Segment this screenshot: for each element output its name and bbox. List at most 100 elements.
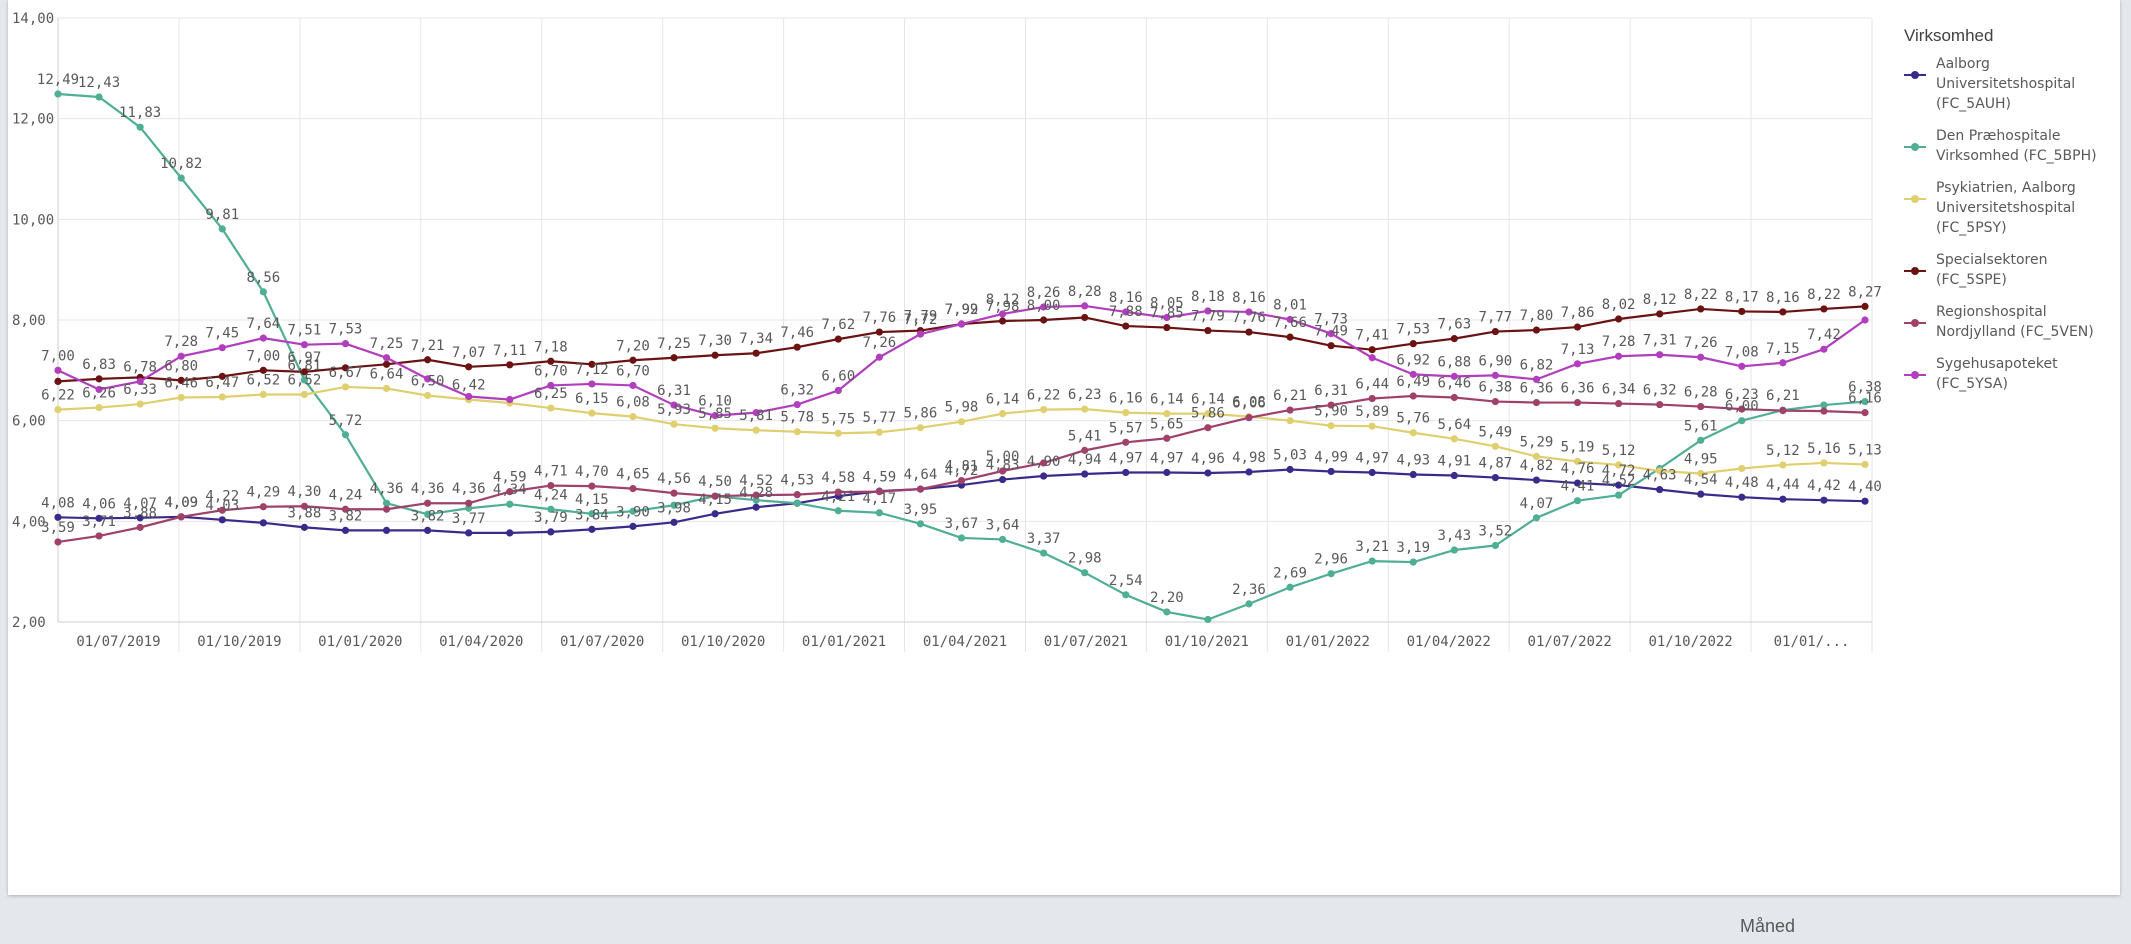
data-point[interactable] (793, 428, 801, 436)
data-point[interactable] (711, 424, 719, 432)
data-point[interactable] (424, 499, 432, 507)
data-point[interactable] (1491, 327, 1499, 336)
data-point[interactable] (1697, 353, 1705, 361)
data-point[interactable] (1697, 436, 1705, 444)
data-point[interactable] (1614, 399, 1623, 408)
data-point[interactable] (1245, 328, 1253, 336)
data-point[interactable] (1532, 326, 1541, 334)
data-point[interactable] (1245, 414, 1253, 422)
data-point[interactable] (547, 505, 555, 513)
data-point[interactable] (1573, 360, 1582, 368)
data-point[interactable] (506, 395, 514, 404)
data-point[interactable] (629, 381, 637, 390)
data-point[interactable] (1738, 307, 1746, 316)
data-point[interactable] (752, 503, 760, 511)
data-point[interactable] (465, 529, 473, 537)
data-point[interactable] (875, 428, 883, 436)
data-point[interactable] (54, 377, 62, 386)
data-point[interactable] (259, 503, 267, 511)
data-point[interactable] (670, 420, 678, 428)
data-point[interactable] (834, 488, 842, 496)
data-point[interactable] (916, 424, 925, 432)
data-point[interactable] (588, 380, 596, 388)
data-point[interactable] (54, 366, 62, 374)
data-point[interactable] (95, 385, 103, 394)
legend-item[interactable]: Regionshospital Nordjylland (FC_5VEN) (1904, 302, 2114, 342)
data-point[interactable] (1614, 461, 1623, 469)
data-point[interactable] (1081, 446, 1089, 454)
data-point[interactable] (834, 386, 842, 395)
data-point[interactable] (1327, 570, 1335, 578)
data-point[interactable] (424, 510, 432, 518)
data-point[interactable] (1738, 405, 1746, 413)
data-point[interactable] (259, 390, 267, 399)
data-point[interactable] (957, 476, 966, 485)
data-point[interactable] (547, 357, 555, 365)
data-point[interactable] (670, 489, 678, 497)
data-point[interactable] (1163, 313, 1171, 322)
series-2[interactable] (54, 90, 1869, 624)
data-point[interactable] (177, 376, 185, 384)
data-point[interactable] (1820, 459, 1828, 467)
data-point[interactable] (506, 529, 514, 537)
legend-item[interactable]: Aalborg Universitetshospital (FC_5AUH) (1904, 54, 2114, 114)
data-point[interactable] (1450, 335, 1458, 343)
data-point[interactable] (834, 429, 842, 437)
data-point[interactable] (1081, 470, 1089, 478)
series-5[interactable] (54, 392, 1869, 546)
data-point[interactable] (136, 523, 144, 531)
data-point[interactable] (1409, 340, 1417, 348)
data-point[interactable] (793, 343, 801, 351)
data-point[interactable] (177, 352, 185, 360)
data-point[interactable] (382, 360, 391, 368)
data-point[interactable] (1656, 486, 1664, 494)
data-point[interactable] (1738, 417, 1746, 425)
data-point[interactable] (957, 534, 966, 542)
data-point[interactable] (588, 510, 596, 518)
data-point[interactable] (1532, 398, 1541, 407)
data-point[interactable] (1204, 326, 1212, 335)
data-point[interactable] (177, 513, 185, 521)
data-point[interactable] (1573, 398, 1582, 407)
data-point[interactable] (300, 523, 309, 531)
data-point[interactable] (1450, 372, 1458, 380)
data-point[interactable] (998, 475, 1007, 484)
data-point[interactable] (834, 507, 842, 515)
data-point[interactable] (300, 376, 309, 384)
data-point[interactable] (752, 491, 760, 499)
data-point[interactable] (1779, 407, 1787, 415)
data-point[interactable] (793, 491, 801, 499)
data-point[interactable] (1409, 392, 1417, 400)
data-point[interactable] (382, 526, 391, 534)
data-point[interactable] (957, 418, 966, 426)
data-point[interactable] (1861, 460, 1869, 469)
data-point[interactable] (259, 366, 267, 374)
legend-item[interactable]: Den Præhospitale Virksomhed (FC_5BPH) (1904, 126, 2114, 166)
data-point[interactable] (1532, 452, 1541, 461)
data-point[interactable] (711, 492, 719, 500)
data-point[interactable] (300, 390, 309, 399)
data-point[interactable] (1491, 371, 1499, 379)
data-point[interactable] (465, 504, 473, 512)
data-point[interactable] (1327, 422, 1335, 430)
data-point[interactable] (711, 351, 719, 359)
data-point[interactable] (1656, 467, 1664, 475)
data-point[interactable] (218, 225, 226, 233)
data-point[interactable] (1286, 465, 1294, 474)
data-point[interactable] (916, 520, 925, 528)
data-point[interactable] (752, 349, 760, 357)
data-point[interactable] (95, 514, 103, 522)
data-point[interactable] (341, 364, 350, 372)
data-point[interactable] (54, 513, 62, 521)
data-point[interactable] (54, 538, 62, 546)
data-point[interactable] (547, 381, 555, 390)
data-point[interactable] (1779, 359, 1787, 367)
data-point[interactable] (382, 499, 391, 507)
data-point[interactable] (875, 488, 883, 496)
data-point[interactable] (1697, 402, 1705, 411)
data-point[interactable] (1656, 400, 1664, 409)
data-point[interactable] (1656, 310, 1664, 318)
data-point[interactable] (752, 426, 760, 434)
data-point[interactable] (1327, 401, 1335, 409)
data-point[interactable] (1040, 549, 1048, 557)
